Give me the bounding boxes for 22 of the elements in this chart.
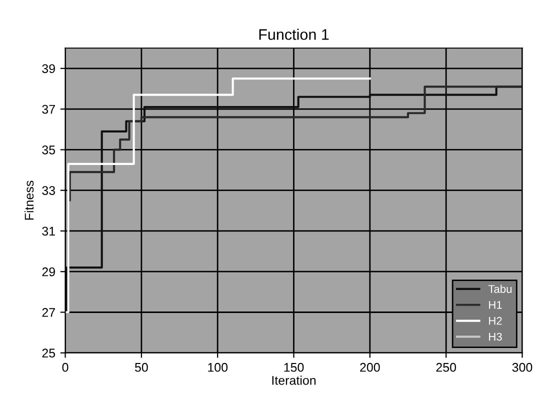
- y-tick-label: 35: [42, 146, 56, 154]
- y-tick-label: 33: [42, 186, 56, 195]
- x-axis-title: Iteration: [272, 376, 316, 385]
- y-tick-label: 37: [42, 104, 55, 114]
- x-tick-label: 200: [360, 362, 380, 372]
- x-tick-label: 100: [208, 362, 228, 372]
- x-tick-label: 300: [512, 362, 532, 372]
- x-tick-label: 250: [436, 362, 456, 372]
- y-tick-label: 27: [42, 308, 55, 317]
- legend-label: H3: [489, 332, 502, 341]
- chart-title: Function 1: [259, 28, 329, 40]
- y-tick-label: 29: [42, 267, 55, 276]
- y-tick-label: 31: [42, 226, 55, 236]
- y-tick-label: 25: [42, 348, 56, 358]
- x-tick-label: 0: [62, 362, 68, 372]
- x-tick-label: 50: [134, 362, 148, 372]
- y-tick-label: 39: [42, 64, 55, 74]
- legend-label: H2: [489, 316, 502, 325]
- x-tick-label: 150: [284, 362, 304, 372]
- y-axis-title: Fitness: [24, 180, 34, 220]
- legend-label: H1: [489, 301, 502, 309]
- legend-label: Tabu: [488, 284, 512, 293]
